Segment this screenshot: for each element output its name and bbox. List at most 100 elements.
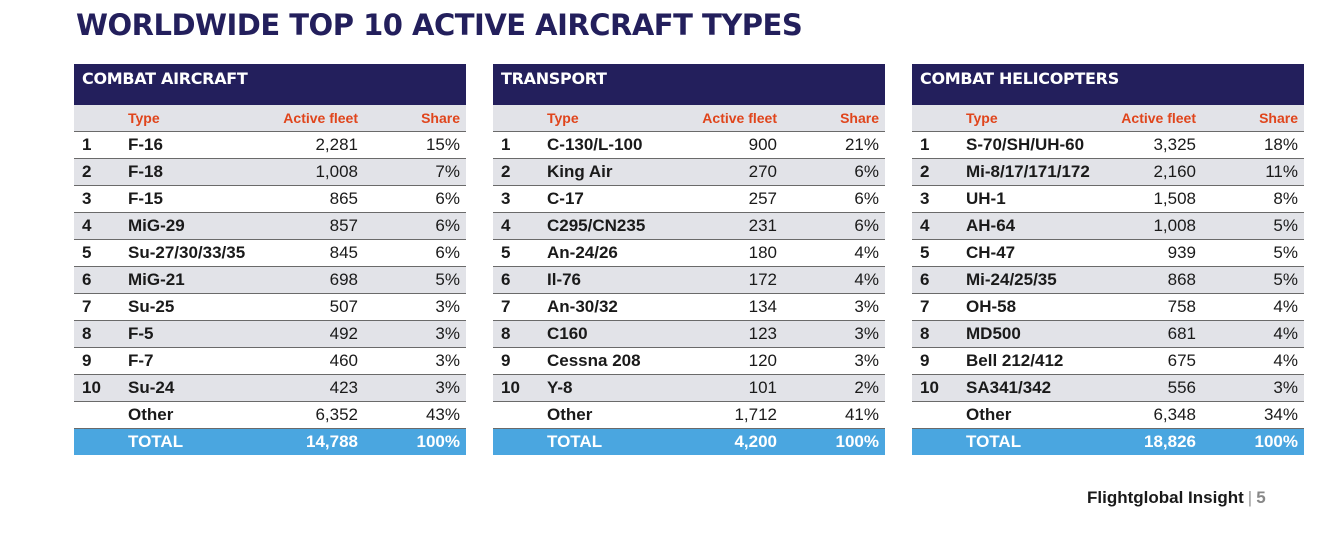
type-cell: C-130/L-100 [547,131,673,159]
type-cell: C-17 [547,185,673,213]
table-header-row: Type Active fleet Share [493,105,885,132]
share-cell: 5% [1202,266,1304,294]
share-cell: 3% [364,347,466,375]
share-cell: 3% [1202,374,1304,402]
other-share: 34% [1202,401,1304,429]
page-title: WORLDWIDE TOP 10 ACTIVE AIRCRAFT TYPES [76,8,803,42]
rank-cell: 10 [912,374,966,402]
table-row: 2 Mi-8/17/171/172 2,160 11% [912,158,1304,186]
share-cell: 5% [1202,212,1304,240]
rank-cell: 2 [74,158,128,186]
type-column-header: Type [966,105,1092,132]
type-cell: Su-25 [128,293,254,321]
table-row: 1 S-70/SH/UH-60 3,325 18% [912,131,1304,159]
fleet-column-header: Active fleet [673,105,783,132]
share-cell: 5% [364,266,466,294]
table-row: 10 SA341/342 556 3% [912,374,1304,402]
fleet-cell: 1,508 [1092,185,1202,213]
fleet-cell: 900 [673,131,783,159]
type-cell: Y-8 [547,374,673,402]
rank-cell [912,428,966,455]
rank-cell: 10 [74,374,128,402]
rank-cell [912,401,966,429]
table-row: 6 Il-76 172 4% [493,266,885,294]
table-row: 7 An-30/32 134 3% [493,293,885,321]
rank-cell: 3 [493,185,547,213]
share-cell: 4% [1202,320,1304,348]
share-column-header: Share [1202,105,1304,132]
total-fleet: 4,200 [673,428,783,455]
rank-cell: 8 [74,320,128,348]
total-share: 100% [1202,428,1304,455]
fleet-column-header: Active fleet [254,105,364,132]
table-row: 5 An-24/26 180 4% [493,239,885,267]
type-cell: MD500 [966,320,1092,348]
table-row: 4 C295/CN235 231 6% [493,212,885,240]
rank-cell: 5 [912,239,966,267]
table-header-row: Type Active fleet Share [74,105,466,132]
rank-column-header [912,105,966,132]
fleet-cell: 681 [1092,320,1202,348]
table-row: 2 F-18 1,008 7% [74,158,466,186]
fleet-cell: 1,008 [1092,212,1202,240]
type-cell: C295/CN235 [547,212,673,240]
share-cell: 7% [364,158,466,186]
fleet-cell: 257 [673,185,783,213]
total-label: TOTAL [966,428,1092,455]
rank-cell: 8 [493,320,547,348]
type-cell: F-16 [128,131,254,159]
share-cell: 15% [364,131,466,159]
share-cell: 3% [364,320,466,348]
fleet-cell: 423 [254,374,364,402]
fleet-table: Type Active fleet Share 1 C-130/L-100 900 2… [493,105,885,455]
other-row: Other 1,712 41% [493,401,885,429]
rank-cell [493,401,547,429]
table-row: 8 C160 123 3% [493,320,885,348]
other-label: Other [547,401,673,429]
other-label: Other [966,401,1092,429]
fleet-cell: 857 [254,212,364,240]
type-cell: An-24/26 [547,239,673,267]
rank-cell: 7 [74,293,128,321]
total-label: TOTAL [128,428,254,455]
footer-separator: | [1247,488,1253,507]
table-row: 3 F-15 865 6% [74,185,466,213]
share-cell: 4% [1202,293,1304,321]
rank-cell: 4 [493,212,547,240]
type-cell: MiG-29 [128,212,254,240]
share-cell: 6% [364,185,466,213]
share-column-header: Share [783,105,885,132]
fleet-cell: 868 [1092,266,1202,294]
rank-cell: 3 [912,185,966,213]
transport-panel: TRANSPORT Type Active fleet Share 1 C-130… [493,64,885,455]
rank-cell: 1 [74,131,128,159]
rank-cell: 1 [493,131,547,159]
table-row: 9 Bell 212/412 675 4% [912,347,1304,375]
type-column-header: Type [128,105,254,132]
type-cell: Il-76 [547,266,673,294]
table-row: 6 MiG-21 698 5% [74,266,466,294]
total-fleet: 14,788 [254,428,364,455]
brand-name: Flightglobal Insight [1087,488,1244,507]
rank-cell [74,428,128,455]
combat-helicopters-panel: COMBAT HELICOPTERS Type Active fleet Sha… [912,64,1304,455]
type-cell: Su-27/30/33/35 [128,239,254,267]
type-cell: F-7 [128,347,254,375]
other-fleet: 6,352 [254,401,364,429]
table-row: 3 C-17 257 6% [493,185,885,213]
rank-cell: 8 [912,320,966,348]
rank-cell: 7 [493,293,547,321]
fleet-cell: 180 [673,239,783,267]
fleet-column-header: Active fleet [1092,105,1202,132]
fleet-cell: 120 [673,347,783,375]
type-cell: F-18 [128,158,254,186]
table-row: 7 OH-58 758 4% [912,293,1304,321]
rank-column-header [493,105,547,132]
panel-heading: TRANSPORT [493,64,885,105]
rank-cell: 1 [912,131,966,159]
table-row: 5 CH-47 939 5% [912,239,1304,267]
fleet-cell: 231 [673,212,783,240]
fleet-cell: 270 [673,158,783,186]
type-cell: F-15 [128,185,254,213]
share-column-header: Share [364,105,466,132]
